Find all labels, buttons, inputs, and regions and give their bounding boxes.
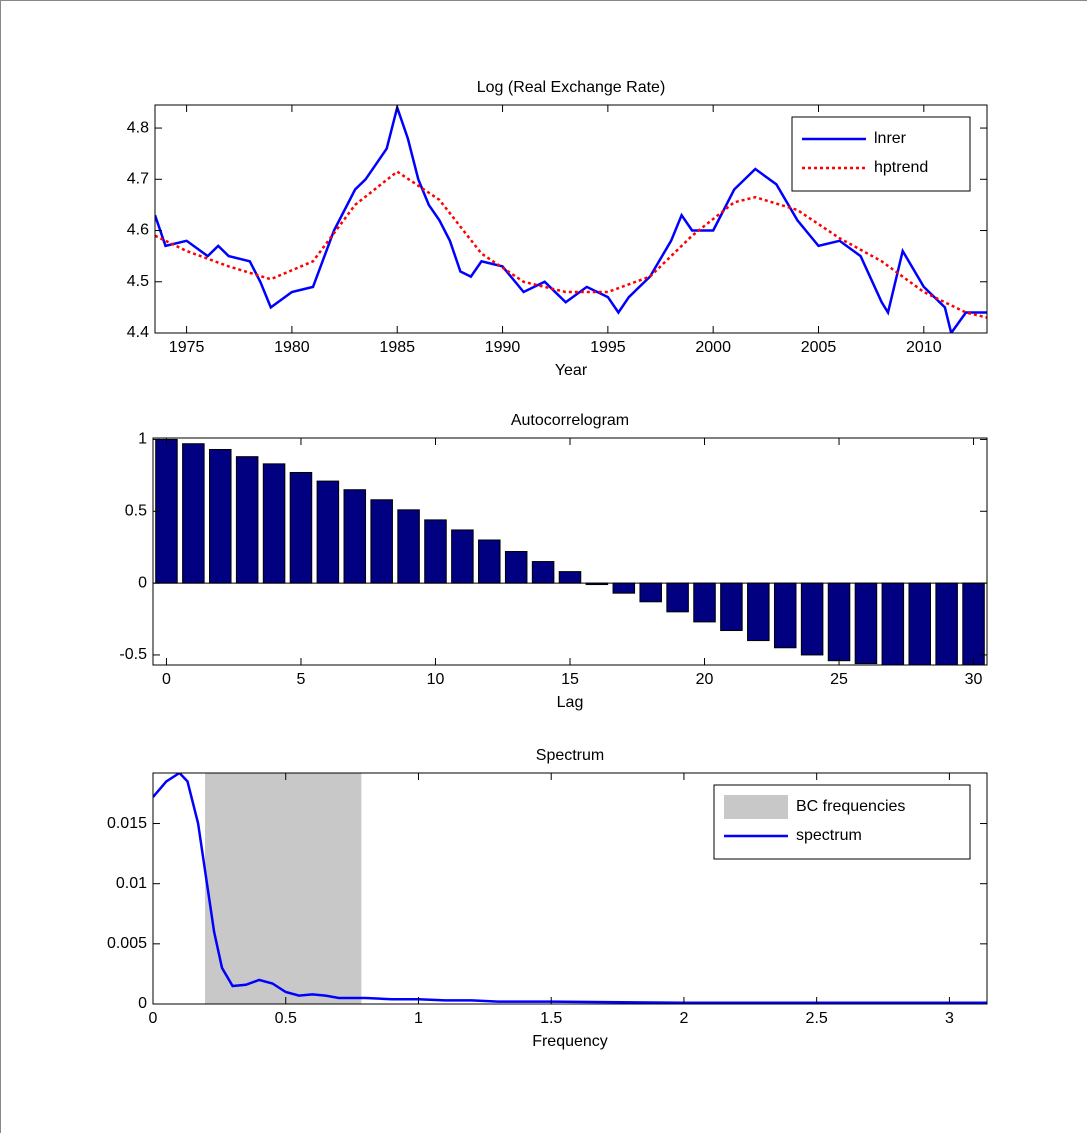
bar (316, 480, 340, 584)
x-axis-label: Frequency (532, 1033, 608, 1050)
legend-label: hptrend (874, 159, 928, 176)
x-tick-label: 15 (561, 671, 579, 688)
bar (747, 582, 770, 642)
y-tick-label: 0.015 (107, 815, 147, 832)
y-tick-label: 0.01 (116, 875, 147, 892)
x-tick-label: 3 (945, 1010, 954, 1027)
bar (504, 551, 528, 584)
bar (666, 582, 689, 613)
bar (720, 582, 743, 632)
bar (773, 582, 797, 649)
plot-area (153, 438, 987, 665)
y-tick-label: 1 (138, 431, 147, 448)
bar (854, 582, 878, 665)
bar (262, 463, 286, 584)
y-tick-label: 4.8 (127, 119, 149, 136)
legend-label: spectrum (796, 827, 862, 844)
legend-swatch (724, 795, 788, 819)
x-tick-label: 20 (696, 671, 714, 688)
x-tick-label: 1985 (379, 339, 415, 356)
y-tick-label: 4.6 (127, 222, 149, 239)
legend: lnrer hptrend (791, 116, 971, 192)
axes: 0 0.005 0.01 0.015 0 0.5 1 1.5 2 2.5 3 Spectrum Freq… (107, 747, 988, 1050)
x-tick-label: 25 (830, 671, 848, 688)
legend: BC frequencies spectrum (713, 784, 971, 860)
bar (343, 489, 367, 584)
bar (424, 519, 447, 584)
x-tick-label: 1 (414, 1010, 423, 1027)
x-tick-label: 2010 (906, 339, 942, 356)
x-tick-label: 0.5 (275, 1010, 297, 1027)
x-tick-label: 1995 (590, 339, 626, 356)
y-tick-label: -0.5 (119, 646, 147, 663)
bar (962, 582, 985, 665)
bar (639, 582, 662, 603)
x-tick-label: 0 (149, 1010, 158, 1027)
bar (881, 582, 905, 665)
chart-title: Autocorrelogram (511, 412, 629, 429)
series-line (155, 105, 987, 333)
legend-box (791, 116, 971, 192)
bar (289, 471, 313, 584)
x-tick-label: 1975 (169, 339, 205, 356)
axes: 4.4 4.5 4.6 4.7 4.8 1975 1980 1985 1990 1995 2000 2… (127, 79, 988, 379)
x-tick-label: 2005 (801, 339, 837, 356)
chart-title: Spectrum (536, 747, 604, 764)
bar (908, 582, 932, 665)
band (205, 773, 362, 1004)
y-tick-label: 0.5 (125, 502, 147, 519)
y-tick-label: 4.7 (127, 171, 149, 188)
bar (558, 571, 582, 584)
x-tick-label: 1990 (485, 339, 521, 356)
x-tick-label: 1.5 (540, 1010, 562, 1027)
series-line (153, 773, 987, 1004)
bar (397, 509, 420, 584)
y-tick-label: 0.005 (107, 935, 147, 952)
y-tick-label: 0 (138, 574, 147, 591)
x-tick-label: 0 (162, 671, 171, 688)
bar (693, 582, 716, 623)
x-tick-label: 5 (297, 671, 306, 688)
bar (827, 582, 851, 662)
bar (182, 443, 205, 584)
bar (370, 499, 393, 584)
x-tick-label: 1980 (274, 339, 310, 356)
bar (451, 529, 474, 584)
series-line (155, 170, 987, 319)
bar (531, 561, 555, 584)
x-axis-label: Lag (557, 694, 584, 711)
bar (612, 582, 636, 594)
bar (478, 539, 501, 584)
legend-label: BC frequencies (796, 798, 905, 815)
y-tick-label: 4.5 (127, 273, 149, 290)
y-tick-label: 4.4 (127, 324, 149, 341)
axes-frame (154, 104, 988, 334)
bar (208, 448, 232, 584)
x-tick-label: 2 (679, 1010, 688, 1027)
x-tick-label: 2000 (695, 339, 731, 356)
x-tick-label: 2.5 (806, 1010, 828, 1027)
legend-label: lnrer (874, 130, 907, 147)
x-tick-label: 10 (427, 671, 445, 688)
chart-title: Log (Real Exchange Rate) (477, 79, 666, 96)
bar (235, 456, 259, 584)
bar (935, 582, 958, 665)
x-tick-label: 30 (965, 671, 983, 688)
bar (800, 582, 824, 656)
plot-area (153, 773, 987, 1004)
y-tick-label: 0 (138, 995, 147, 1012)
axes-frame (152, 772, 988, 1005)
x-axis-label: Year (555, 362, 588, 379)
